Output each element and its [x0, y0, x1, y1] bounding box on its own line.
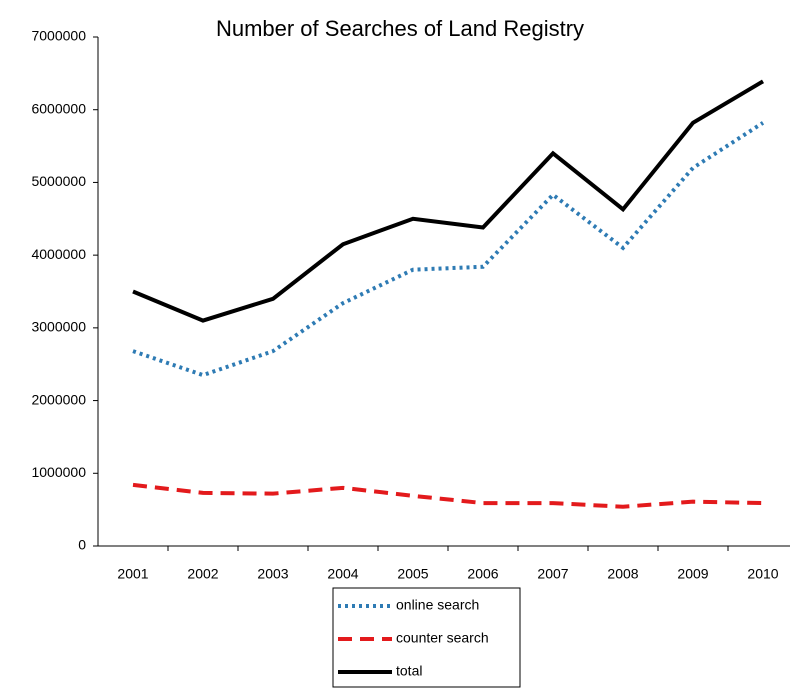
- y-tick-label: 3000000: [31, 319, 86, 335]
- y-tick-label: 2000000: [31, 391, 86, 407]
- legend-label: total: [396, 663, 422, 679]
- x-tick-label: 2010: [747, 566, 778, 582]
- x-tick-label: 2006: [467, 566, 498, 582]
- series-line: [132, 482, 764, 509]
- y-tick-label: 5000000: [31, 173, 86, 189]
- x-tick-label: 2009: [677, 566, 708, 582]
- x-tick-label: 2008: [607, 566, 638, 582]
- y-tick-label: 6000000: [31, 100, 86, 116]
- x-tick-label: 2007: [537, 566, 568, 582]
- series-line: [132, 79, 765, 323]
- x-tick-label: 2004: [327, 566, 358, 582]
- y-tick-label: 0: [78, 537, 86, 553]
- chart-title: Number of Searches of Land Registry: [216, 16, 584, 41]
- y-tick-label: 1000000: [31, 464, 86, 480]
- legend-label: counter search: [396, 630, 489, 646]
- y-tick-label: 7000000: [31, 28, 86, 44]
- x-tick-label: 2003: [257, 566, 288, 582]
- x-tick-label: 2005: [397, 566, 428, 582]
- y-tick-label: 4000000: [31, 246, 86, 262]
- x-tick-label: 2001: [117, 566, 148, 582]
- series-line: [132, 121, 765, 378]
- legend-label: online search: [396, 597, 479, 613]
- x-tick-label: 2002: [187, 566, 218, 582]
